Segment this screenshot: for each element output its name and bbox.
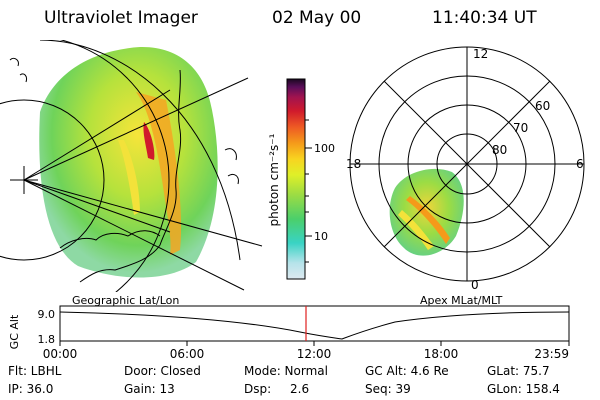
polar-grid	[349, 46, 585, 282]
date-label: 02 May 00	[272, 8, 362, 28]
time-tick-0600: 06:00	[170, 347, 205, 361]
dsp-value: 2.6	[290, 382, 310, 396]
geo-aurora-hotspot	[143, 122, 155, 160]
altitude-ytick-max: 9.0	[38, 308, 56, 321]
door-status: Door: Closed	[124, 364, 201, 378]
altitude-curve	[59, 311, 570, 340]
mlt-label-18: 18	[346, 157, 361, 171]
polar-plot: 12 18 6 0 60 70 80	[346, 46, 585, 292]
time-label: 11:40:34 UT	[432, 8, 537, 28]
gc-alt-value: GC Alt: 4.6 Re	[365, 364, 449, 378]
geo-coastline	[79, 69, 182, 283]
colorbar-gradient	[286, 78, 306, 280]
polar-aurora-yellow	[398, 210, 434, 250]
filter-label: Flt: LBHL	[8, 364, 62, 378]
geo-aurora-yellow	[118, 140, 140, 215]
glat-value: GLat: 75.7	[487, 364, 550, 378]
geo-graticule	[0, 40, 263, 292]
colorbar-unit-label: photon cm⁻²s⁻¹	[267, 133, 281, 226]
altitude-ytick-min: 1.8	[38, 333, 56, 346]
mlt-label-0: 0	[471, 278, 479, 292]
polar-aurora-band	[406, 196, 450, 244]
dsp-label: Dsp:	[244, 382, 272, 396]
mlt-label-12: 12	[473, 47, 488, 61]
seq-value: Seq: 39	[365, 382, 411, 396]
geo-map-caption: Geographic Lat/Lon	[72, 294, 179, 307]
polar-plot-caption: Apex MLat/MLT	[420, 294, 503, 307]
altitude-plot: GC Alt 9.0 1.8 00:00 06:00 12:00 18:00 2…	[8, 305, 570, 361]
mlat-label-60: 60	[535, 99, 550, 113]
mlt-label-6: 6	[576, 157, 584, 171]
colorbar-tick-label-100: 100	[314, 142, 335, 155]
altitude-plot-frame	[59, 305, 570, 342]
gain-value: Gain: 13	[124, 382, 175, 396]
colorbar: 100 10 photon cm⁻²s⁻¹	[267, 78, 335, 280]
mlat-label-70: 70	[513, 121, 528, 135]
altitude-ylabel: GC Alt	[8, 314, 21, 349]
time-tick-2359: 23:59	[534, 347, 569, 361]
glon-value: GLon: 158.4	[487, 382, 560, 396]
geo-map-panel	[0, 40, 263, 292]
colorbar-tick-label-10: 10	[314, 230, 328, 243]
time-tick-1800: 18:00	[424, 347, 459, 361]
geo-aurora-band	[136, 92, 182, 255]
instrument-title: Ultraviolet Imager	[44, 8, 198, 28]
time-tick-0000: 00:00	[43, 347, 78, 361]
mlat-label-80: 80	[492, 143, 507, 157]
mode-status: Mode: Normal	[244, 364, 328, 378]
ip-value: IP: 36.0	[8, 382, 54, 396]
time-tick-1200: 12:00	[297, 347, 332, 361]
geo-coastline-3	[9, 57, 239, 185]
